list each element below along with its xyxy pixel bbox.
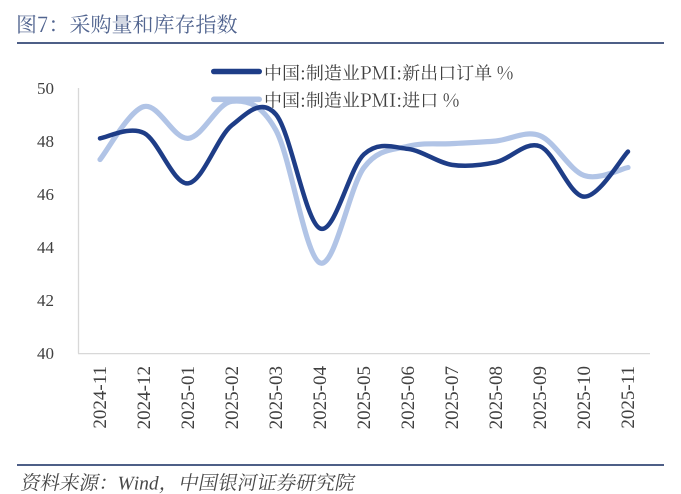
y-tick-label: 50 xyxy=(37,79,54,98)
y-tick-label: 44 xyxy=(37,238,55,257)
x-tick-label: 2025-04 xyxy=(310,366,331,430)
x-axis-tick-labels: 2024-11 2024-12 2025-01 2025-02 2025-03 2025-… xyxy=(90,366,639,430)
x-tick-label: 2025-07 xyxy=(442,366,463,429)
figure-title-canvas xyxy=(18,14,237,34)
figure-title-glyphs xyxy=(18,14,237,34)
chart-legend: 中国:制造业PMI:新出口订单 % 中国:制造业PMI:进口 % xyxy=(205,60,535,116)
axes xyxy=(77,88,650,355)
x-tick-label: 2025-06 xyxy=(398,366,419,429)
y-tick-label: 40 xyxy=(37,344,54,363)
chart-legend-canvas xyxy=(211,64,513,108)
title-rule xyxy=(17,41,664,44)
x-tick-label: 2025-05 xyxy=(354,366,375,429)
x-tick-label: 2025-03 xyxy=(266,366,287,429)
legend-label-imports-glyphs xyxy=(265,91,459,108)
x-tick-label: 2025-10 xyxy=(574,366,595,429)
series-lines xyxy=(97,98,631,266)
x-tick-label: 2024-11 xyxy=(90,366,111,429)
x-tick-label: 2025-02 xyxy=(222,366,243,429)
y-tick-label: 42 xyxy=(37,291,54,310)
figure-footer: 资料来源：Wind，中国银河证券研究院 xyxy=(20,470,376,494)
y-tick-label: 48 xyxy=(37,132,54,151)
legend-label-export-orders-glyphs xyxy=(265,64,513,81)
x-tick-label: 2025-08 xyxy=(486,366,507,429)
footer-source-glyphs xyxy=(21,472,356,494)
figure-title: 图7：采购量和库存指数 xyxy=(16,12,256,38)
x-tick-label: 2024-12 xyxy=(134,366,155,429)
x-tick-label: 2025-11 xyxy=(618,366,639,429)
series-line-export-orders xyxy=(97,105,631,231)
footer-rule xyxy=(17,463,664,466)
x-tick-label: 2025-09 xyxy=(530,366,551,429)
series-line-imports xyxy=(97,98,631,266)
footer-source-canvas xyxy=(21,472,356,494)
y-tick-label: 46 xyxy=(37,185,54,204)
x-tick-label: 2025-01 xyxy=(178,366,199,429)
y-axis-tick-labels: 50 48 46 44 42 40 xyxy=(37,79,55,363)
legend-item-export-orders xyxy=(211,64,513,81)
legend-item-imports xyxy=(211,91,459,108)
